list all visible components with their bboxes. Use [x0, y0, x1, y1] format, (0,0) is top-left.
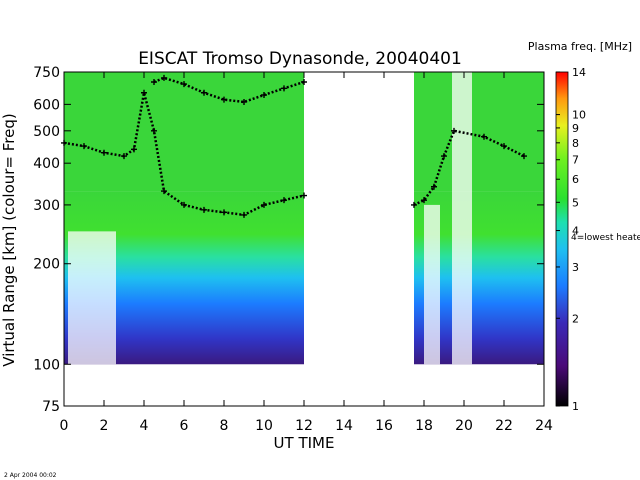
x-tick-label: 12: [295, 418, 313, 434]
no-echo-region-2: [452, 72, 472, 365]
x-tick-label: 22: [495, 418, 513, 434]
x-tick-label: 24: [535, 418, 553, 434]
y-axis-label: Virtual Range [km] (colour= Freq): [0, 113, 18, 366]
colorbar-tick-label: 4: [572, 225, 579, 238]
colorbar-tick-label: 5: [572, 196, 579, 209]
trace-line-0: [63, 92, 305, 217]
trace-line-2: [413, 129, 525, 207]
x-tick-label: 18: [415, 418, 433, 434]
y-tick-label: 200: [33, 257, 60, 273]
trace-marker: [301, 192, 307, 199]
x-tick-label: 6: [180, 418, 189, 434]
x-tick-label: 2: [100, 418, 109, 434]
layer-echo-traces: [61, 74, 527, 218]
colorbar-tick-label: 9: [572, 122, 579, 135]
y-axis: 75 100 200 300 400 500 600 750: [33, 65, 544, 415]
colorbar-annotation: 4=lowest heater freq.: [571, 233, 640, 243]
trace-line-1: [153, 76, 305, 104]
no-echo-region-1: [424, 204, 440, 365]
x-tick-label: 4: [140, 418, 149, 434]
heatmap-band-upper-0: [64, 72, 304, 192]
y-tick-label: 400: [33, 156, 60, 172]
heatmap-band-upper-1: [414, 72, 544, 192]
heatmap-cells: [64, 72, 544, 365]
colorbar-tick-label: 10: [572, 109, 586, 122]
x-tick-label: 10: [255, 418, 273, 434]
x-tick-label: 14: [335, 418, 353, 434]
y-tick-label: 75: [42, 399, 60, 415]
colorbar-tick-label: 1: [572, 400, 579, 413]
y-tick-label: 300: [33, 198, 60, 214]
footer-timestamp: 2 Apr 2004 00:02: [4, 472, 57, 479]
x-axis: 0 2 4 6 8 10 12 14 16 18 20 22 24: [60, 72, 553, 434]
x-tick-label: 16: [375, 418, 393, 434]
x-axis-label: UT TIME: [274, 434, 335, 452]
x-tick-label: 0: [60, 418, 69, 434]
x-tick-label: 20: [455, 418, 473, 434]
colorbar-tick-label: 6: [572, 173, 579, 186]
y-tick-label: 100: [33, 357, 60, 373]
y-tick-label: 750: [33, 65, 60, 81]
colorbar-ticks: 1 2 3 4 5 6 7 8 910 14: [556, 66, 586, 413]
colorbar-tick-label: 8: [572, 137, 579, 150]
colorbar-label: Plasma freq. [MHz]: [528, 40, 632, 53]
colorbar-label-text: Plasma freq. [MHz]: [528, 40, 632, 53]
chart-title: EISCAT Tromso Dynasonde, 20040401: [138, 49, 462, 69]
colorbar-annotation-text: 4=lowest heater freq.: [571, 233, 640, 243]
no-echo-region-0: [68, 231, 116, 365]
colorbar-tick-label: 7: [572, 154, 579, 167]
y-tick-label: 500: [33, 124, 60, 140]
colorbar: [555, 71, 569, 407]
colorbar-tick-label: 14: [572, 66, 586, 79]
colorbar-tick-label: 2: [572, 312, 579, 325]
colorbar-tick-label: 3: [572, 261, 579, 274]
x-tick-label: 8: [220, 418, 229, 434]
y-tick-label: 600: [33, 97, 60, 113]
